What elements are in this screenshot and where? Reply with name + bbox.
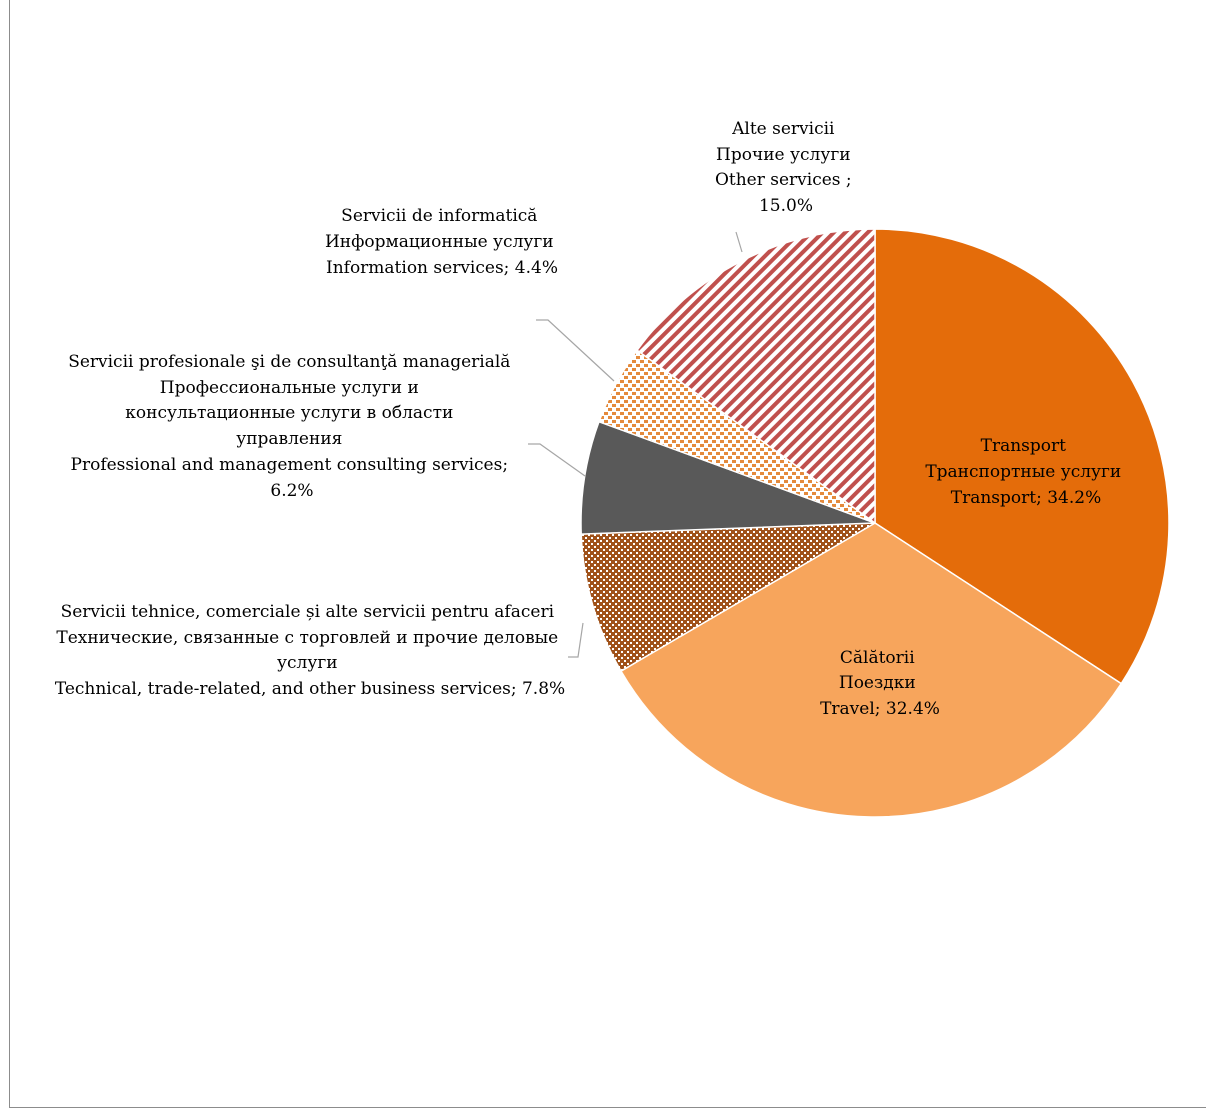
label-line: Other services ;: [715, 170, 852, 190]
data-label-other: Alte servicii Прочие услуги Other servic…: [715, 119, 857, 216]
data-label-professional: Servicii profesionale şi de consultanţă …: [68, 352, 516, 501]
label-line: Information services; 4.4%: [326, 258, 558, 278]
label-line: Транспортные услуги: [925, 462, 1121, 482]
data-label-transport: Transport Транспортные услуги Transport;…: [925, 436, 1126, 508]
leader-line-technical: [568, 622, 584, 658]
label-line: консультационные услуги в области: [125, 403, 453, 423]
pie-slice-technical: [580, 522, 876, 673]
label-line: 6.2%: [270, 481, 313, 501]
label-line: Transport; 34.2%: [951, 488, 1102, 508]
label-line: Transport: [981, 436, 1067, 456]
label-line: Прочие услуги: [716, 145, 851, 165]
leader-line-other: [735, 231, 743, 253]
label-line: Поездки: [839, 673, 916, 693]
label-line: Alte servicii: [731, 119, 835, 139]
data-label-information: Servicii de informatică Информационные у…: [325, 206, 559, 278]
data-labels: Transport Транспортные услуги Transport;…: [55, 119, 1126, 719]
data-label-technical: Servicii tehnice, comerciale și alte ser…: [55, 602, 565, 699]
data-label-travel: Călătorii Поездки Travel; 32.4%: [820, 648, 940, 719]
label-line: Professional and management consulting s…: [71, 455, 509, 475]
pie-slices: [580, 228, 1170, 818]
label-line: Servicii profesionale şi de consultanţă …: [68, 352, 510, 372]
pie-slice-professional: [580, 420, 876, 535]
label-line: Профессиональные услуги и: [160, 378, 419, 398]
label-line: управления: [236, 429, 342, 449]
label-line: услуги: [277, 653, 338, 673]
pie-slice-other: [636, 228, 876, 525]
pie-slice-transport: [874, 228, 1170, 685]
leader-line-professional: [528, 443, 586, 477]
label-line: Călătorii: [840, 648, 915, 668]
leader-line-information: [536, 319, 615, 382]
label-line: Travel; 32.4%: [820, 699, 940, 719]
label-line: Технические, связанные с торговлей и про…: [56, 628, 558, 648]
label-line: Информационные услуги: [325, 232, 554, 252]
label-line: Servicii de informatică: [341, 206, 537, 226]
pie-slice-travel: [619, 522, 1123, 818]
label-line: 15.0%: [759, 196, 813, 216]
leader-lines: [528, 231, 743, 658]
label-line: Servicii tehnice, comerciale și alte ser…: [61, 602, 555, 622]
label-line: Technical, trade-related, and other busi…: [55, 679, 565, 699]
